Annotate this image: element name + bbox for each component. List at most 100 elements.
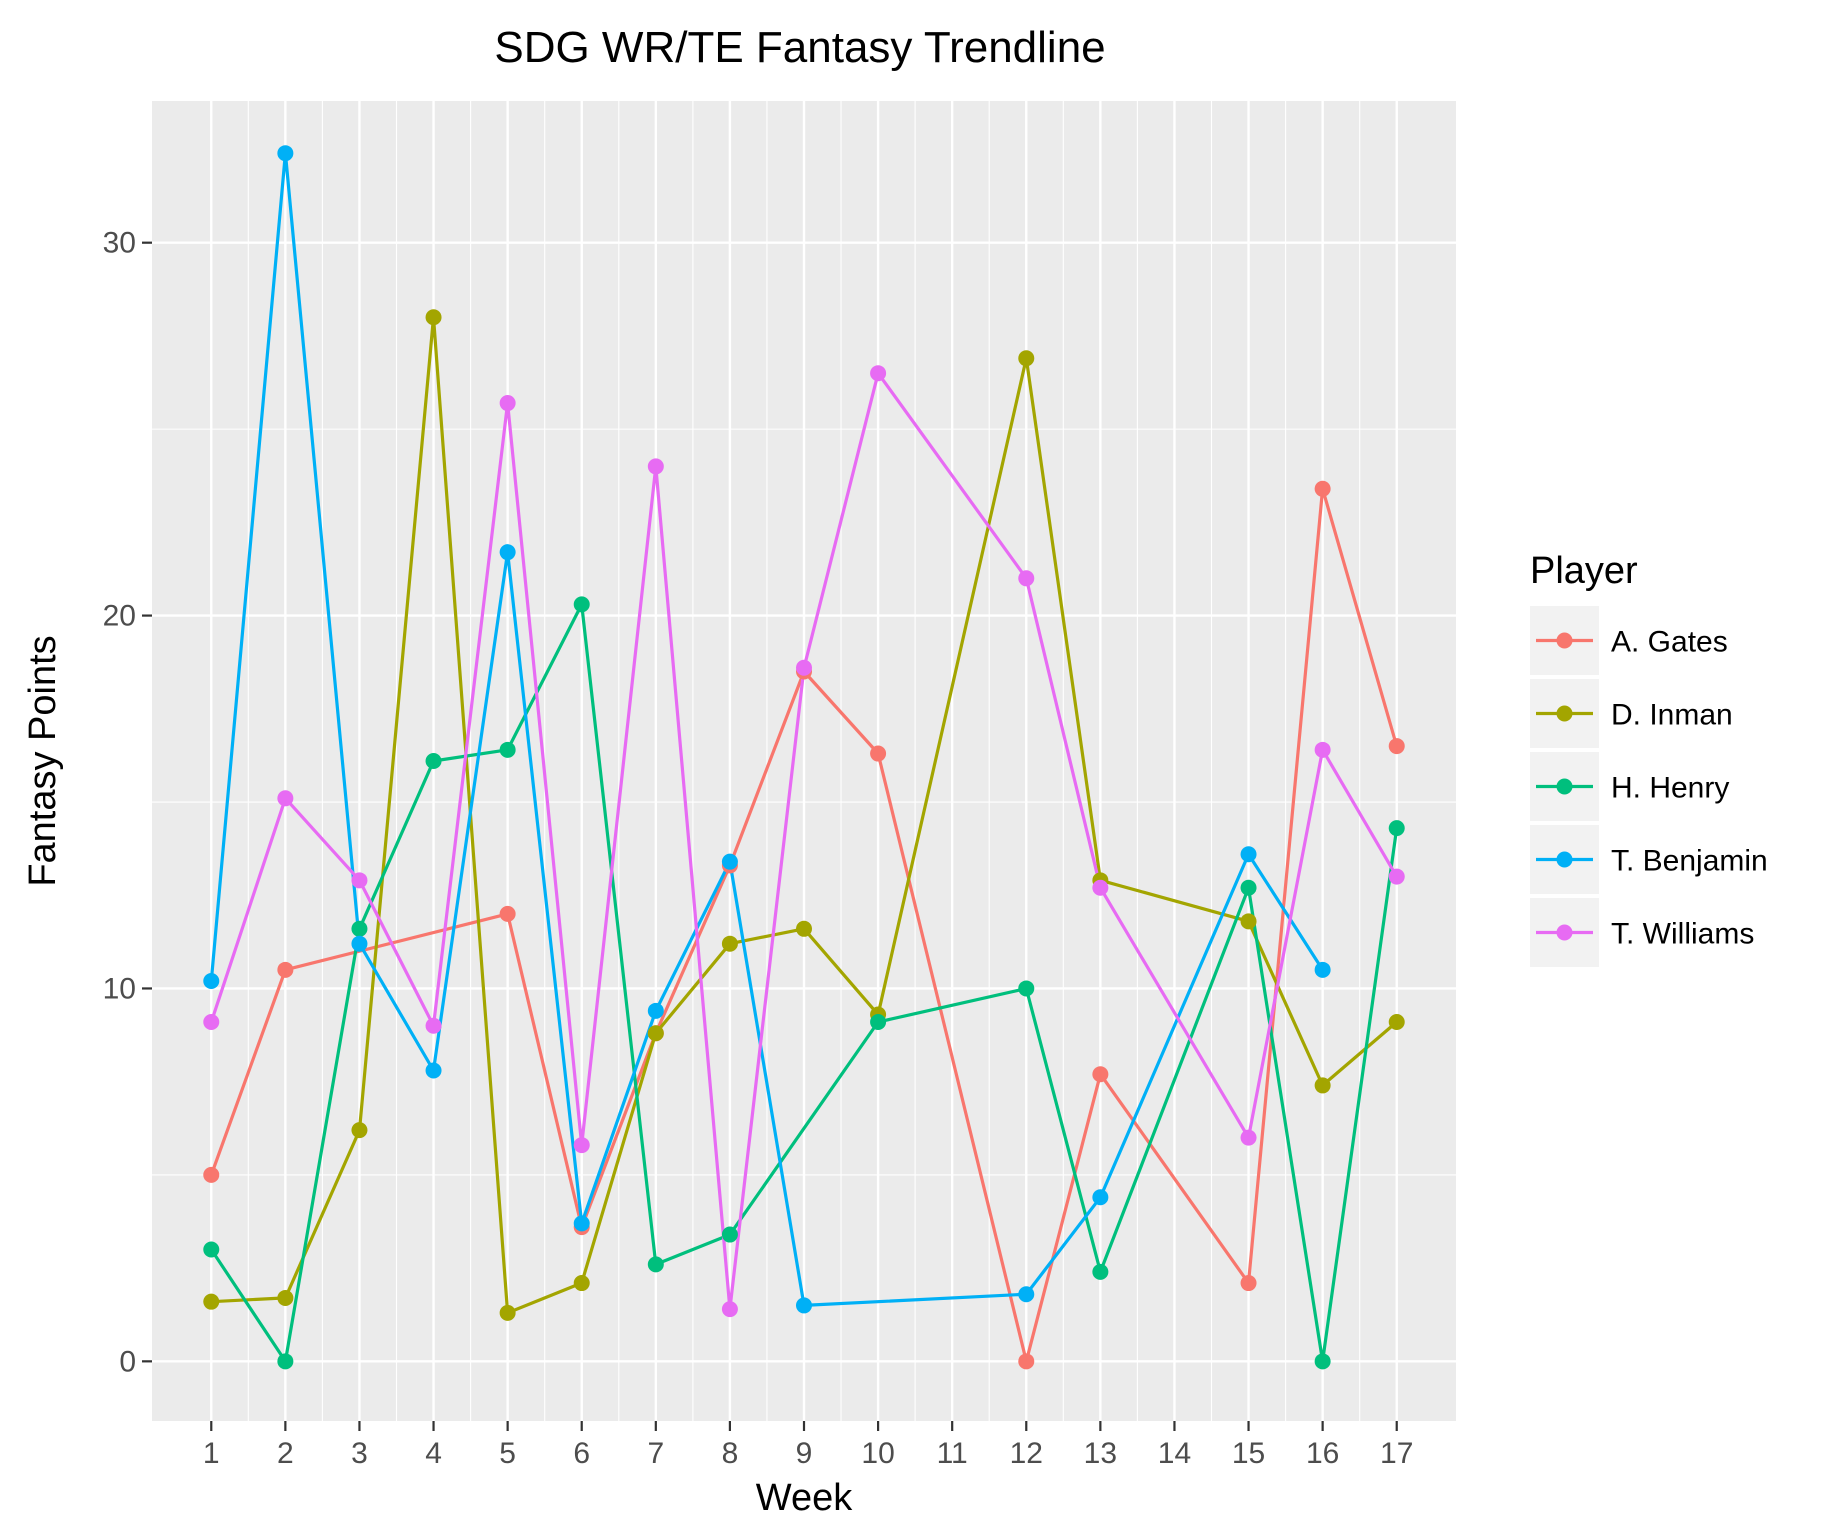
data-point-h-henry xyxy=(351,920,368,937)
legend-label-t-williams: T. Williams xyxy=(1611,918,1754,951)
series-line-h-henry xyxy=(209,602,1399,1363)
data-point-t-williams xyxy=(425,1017,442,1034)
data-point-h-henry xyxy=(1240,879,1257,896)
data-point-t-williams xyxy=(1092,879,1109,896)
x-tick-label: 11 xyxy=(937,1437,968,1470)
data-point-a-gates xyxy=(1018,1353,1035,1370)
x-tick-label: 8 xyxy=(722,1437,739,1470)
data-point-h-henry xyxy=(721,1226,738,1243)
data-point-t-williams xyxy=(1018,570,1035,587)
data-point-d-inman xyxy=(1018,350,1035,367)
y-tick-label: 30 xyxy=(103,227,136,260)
x-tick-label: 15 xyxy=(1232,1437,1265,1470)
data-point-d-inman xyxy=(1314,1077,1331,1094)
x-tick-label: 10 xyxy=(861,1437,894,1470)
data-point-t-williams xyxy=(1314,741,1331,758)
data-point-h-henry xyxy=(425,753,442,769)
legend-key-point-d-inman xyxy=(1556,705,1573,722)
data-point-t-williams xyxy=(721,1301,738,1318)
data-point-a-gates xyxy=(499,905,516,922)
data-point-h-henry xyxy=(870,1014,887,1031)
data-point-a-gates xyxy=(277,961,294,978)
data-point-d-inman xyxy=(1240,913,1257,930)
data-point-t-williams xyxy=(203,1014,220,1031)
data-point-a-gates xyxy=(1092,1066,1109,1083)
data-point-h-henry xyxy=(1314,1353,1331,1370)
data-point-t-benjamin xyxy=(425,1062,442,1079)
x-tick-label: 17 xyxy=(1380,1437,1413,1470)
x-axis-title: Week xyxy=(756,1477,853,1519)
data-point-h-henry xyxy=(647,1256,664,1273)
data-point-t-williams xyxy=(870,365,887,382)
legend: Player A. Gates D. Inman H. Henry T. Benjam… xyxy=(1530,550,1768,967)
data-point-t-williams xyxy=(573,1137,590,1154)
data-point-d-inman xyxy=(647,1025,664,1042)
data-point-d-inman xyxy=(277,1289,294,1306)
x-tick-label: 14 xyxy=(1158,1437,1191,1470)
data-point-a-gates xyxy=(1240,1275,1257,1292)
y-tick-label: 0 xyxy=(119,1345,136,1378)
legend-label-h-henry: H. Henry xyxy=(1611,772,1729,805)
data-point-t-benjamin xyxy=(647,1002,664,1019)
data-point-a-gates xyxy=(870,745,887,762)
data-point-d-inman xyxy=(721,935,738,952)
data-point-d-inman xyxy=(203,1293,220,1310)
data-point-h-henry xyxy=(1018,980,1035,997)
chart-title: SDG WR/TE Fantasy Trendline xyxy=(494,23,1105,72)
legend-key-point-a-gates xyxy=(1556,632,1573,649)
x-tick-label: 6 xyxy=(573,1437,590,1470)
data-point-t-benjamin xyxy=(1314,961,1331,978)
x-tick-label: 3 xyxy=(351,1437,368,1470)
y-axis: 0 10 20 30 xyxy=(103,227,152,1378)
legend-key-point-h-henry xyxy=(1556,778,1573,795)
data-point-d-inman xyxy=(796,920,812,937)
y-tick-label: 10 xyxy=(103,972,136,1005)
x-tick-label: 12 xyxy=(1010,1437,1043,1470)
data-point-a-gates xyxy=(203,1166,220,1183)
data-point-t-williams xyxy=(499,395,516,412)
data-point-t-williams xyxy=(647,458,664,475)
data-point-t-benjamin xyxy=(1018,1286,1035,1303)
data-point-h-henry xyxy=(1388,820,1405,837)
minor-gridlines xyxy=(152,101,1456,1421)
data-point-d-inman xyxy=(425,309,442,326)
data-point-t-williams xyxy=(1240,1129,1257,1146)
data-point-t-williams xyxy=(796,659,812,676)
data-point-t-williams xyxy=(1388,868,1405,885)
x-tick-label: 1 xyxy=(203,1437,220,1470)
data-point-t-benjamin xyxy=(499,544,516,561)
x-axis: 1 2 3 4 5 6 7 8 9 10 11 12 13 14 15 16 17 xyxy=(203,1421,1413,1470)
x-tick-label: 7 xyxy=(647,1437,664,1470)
data-point-a-gates xyxy=(1388,738,1405,755)
legend-label-t-benjamin: T. Benjamin xyxy=(1611,845,1768,878)
data-point-d-inman xyxy=(499,1304,516,1321)
y-axis-title: Fantasy Points xyxy=(22,635,64,886)
x-tick-label: 13 xyxy=(1084,1437,1117,1470)
x-tick-label: 9 xyxy=(796,1437,813,1470)
data-point-d-inman xyxy=(351,1122,368,1139)
data-point-t-benjamin xyxy=(796,1297,812,1314)
data-point-t-benjamin xyxy=(351,935,368,952)
legend-label-d-inman: D. Inman xyxy=(1611,699,1733,732)
data-point-d-inman xyxy=(573,1275,590,1292)
data-point-t-williams xyxy=(351,872,368,889)
x-tick-label: 16 xyxy=(1306,1437,1339,1470)
data-point-t-benjamin xyxy=(573,1215,590,1232)
data-point-t-benjamin xyxy=(277,145,294,162)
data-point-t-benjamin xyxy=(1092,1189,1109,1206)
data-point-h-henry xyxy=(573,596,590,613)
legend-label-a-gates: A. Gates xyxy=(1611,626,1728,659)
legend-title: Player xyxy=(1530,550,1638,592)
x-tick-label: 5 xyxy=(499,1437,516,1470)
data-point-h-henry xyxy=(203,1241,220,1258)
data-point-t-benjamin xyxy=(721,853,738,870)
x-tick-label: 2 xyxy=(277,1437,294,1470)
legend-key-point-t-williams xyxy=(1556,924,1573,941)
data-point-a-gates xyxy=(1314,480,1331,497)
data-point-h-henry xyxy=(1092,1263,1109,1280)
x-tick-label: 4 xyxy=(425,1437,442,1470)
data-point-h-henry xyxy=(277,1353,294,1370)
data-point-d-inman xyxy=(1388,1014,1405,1031)
data-point-h-henry xyxy=(499,741,516,758)
